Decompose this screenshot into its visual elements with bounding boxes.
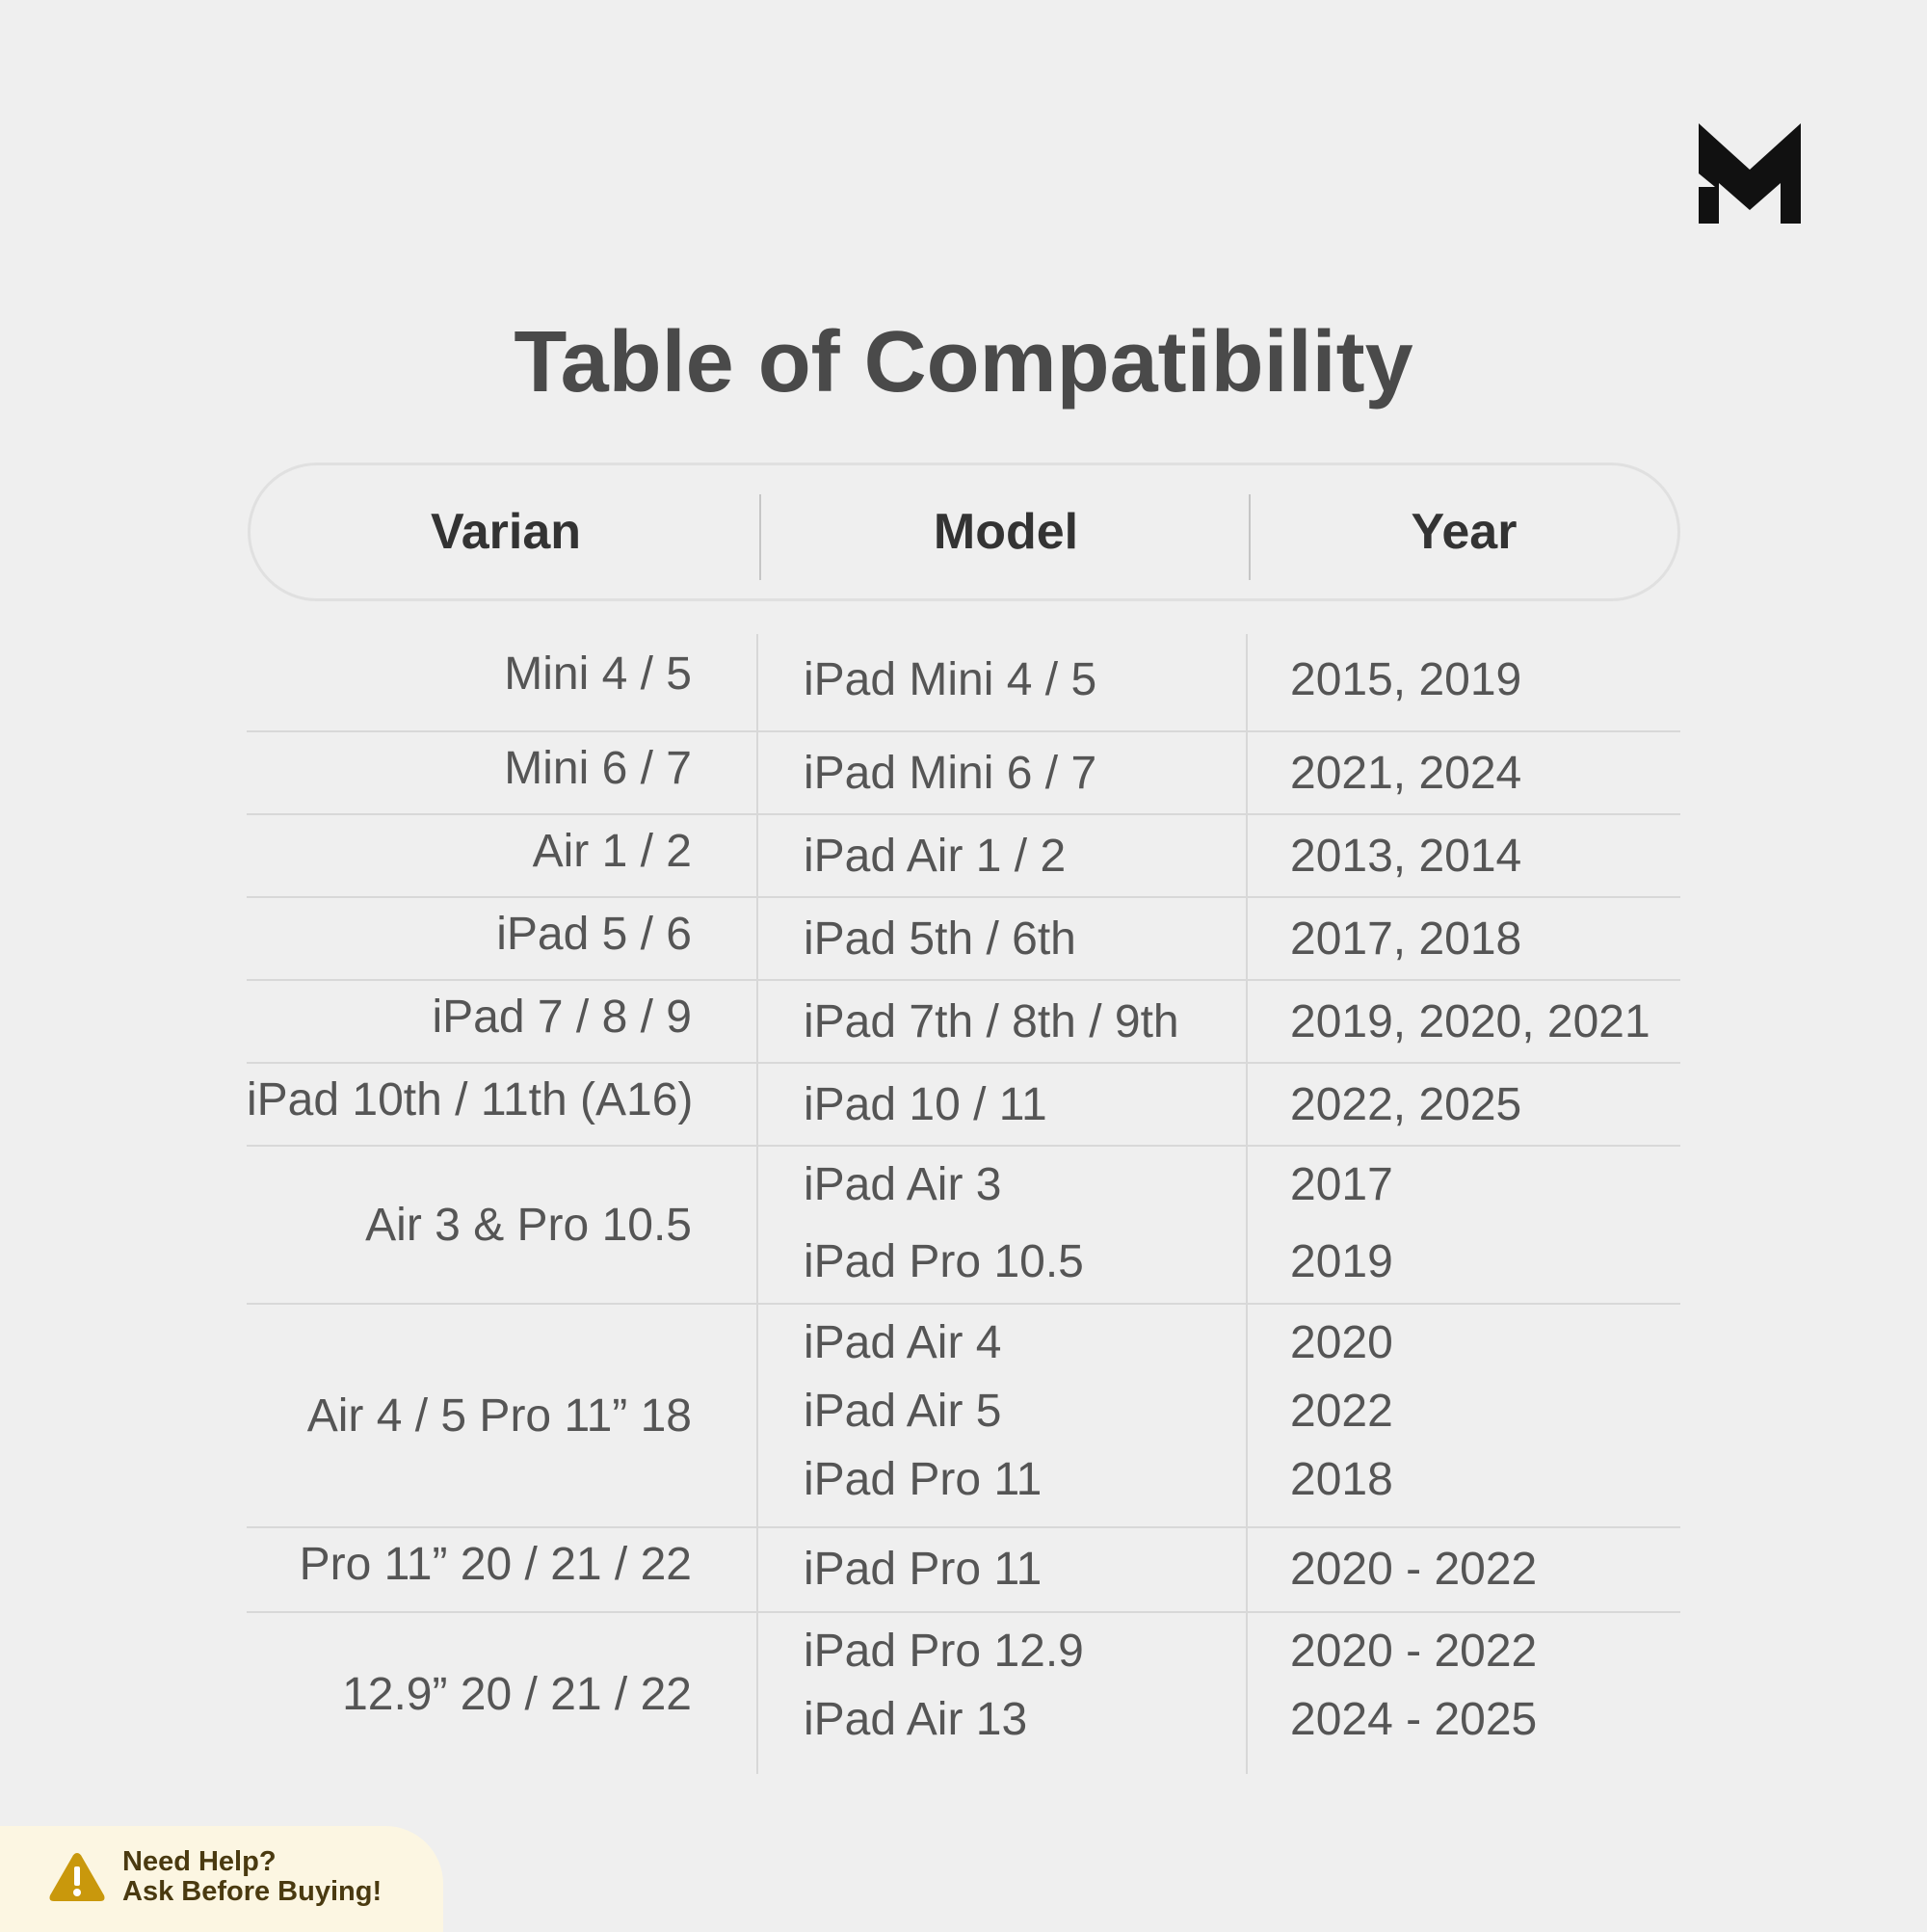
model-cell: iPad Pro 11: [804, 1544, 1043, 1595]
model-cell: iPad 5th / 6th: [804, 913, 1076, 965]
year-cell: 2022, 2025: [1290, 1079, 1522, 1130]
table-header: Varian Model Year: [248, 463, 1680, 601]
column-divider: [756, 634, 758, 1774]
model-cell: iPad Air 4: [804, 1317, 1002, 1368]
table-row: iPad 7 / 8 / 9 iPad 7th / 8th / 9th 2019, …: [247, 979, 1680, 1064]
varian-cell: iPad 5 / 6: [496, 909, 692, 960]
model-cell: iPad Pro 11: [804, 1454, 1043, 1505]
help-line-2: Ask Before Buying!: [122, 1876, 383, 1907]
model-cell: iPad Air 13: [804, 1694, 1028, 1745]
brand-logo: [1699, 123, 1801, 224]
year-cell: 2017, 2018: [1290, 913, 1522, 965]
varian-cell: Pro 11” 20 / 21 / 22: [299, 1539, 692, 1590]
model-cell: iPad Air 1 / 2: [804, 831, 1067, 882]
model-cell: iPad Pro 12.9: [804, 1626, 1084, 1677]
help-line-1: Need Help?: [122, 1846, 277, 1877]
compatibility-table: Mini 4 / 5 iPad Mini 4 / 5 2015, 2019 Mini …: [247, 634, 1680, 1774]
header-divider: [759, 494, 761, 580]
varian-cell: Air 3 & Pro 10.5: [365, 1200, 692, 1251]
table-row: Mini 4 / 5 iPad Mini 4 / 5 2015, 2019: [247, 634, 1680, 730]
model-cell: iPad Air 3: [804, 1159, 1002, 1210]
table-row: Pro 11” 20 / 21 / 22 iPad Pro 11 2020 - 20…: [247, 1526, 1680, 1613]
year-cell: 2020 - 2022: [1290, 1626, 1538, 1677]
varian-cell: Air 4 / 5 Pro 11” 18: [306, 1390, 692, 1442]
table-row: Air 3 & Pro 10.5 iPad Air 3 iPad Pro 10.5 2…: [247, 1145, 1680, 1305]
year-cell: 2021, 2024: [1290, 748, 1522, 799]
header-divider: [1249, 494, 1251, 580]
varian-cell: Air 1 / 2: [532, 826, 692, 877]
table-row: Air 4 / 5 Pro 11” 18 iPad Air 4 iPad Air 5…: [247, 1303, 1680, 1528]
warning-icon: [49, 1853, 105, 1901]
help-text: Need Help? Ask Before Buying!: [122, 1847, 382, 1907]
model-cell: iPad 10 / 11: [804, 1079, 1047, 1130]
year-cell: 2019: [1290, 1236, 1393, 1287]
varian-cell: Mini 6 / 7: [504, 743, 692, 794]
year-cell: 2013, 2014: [1290, 831, 1522, 882]
year-cell: 2018: [1290, 1454, 1393, 1505]
varian-cell: Mini 4 / 5: [504, 648, 692, 700]
table-row: Mini 6 / 7 iPad Mini 6 / 7 2021, 2024: [247, 730, 1680, 815]
year-cell: 2024 - 2025: [1290, 1694, 1538, 1745]
year-cell: 2022: [1290, 1386, 1393, 1437]
year-cell: 2017: [1290, 1159, 1393, 1210]
year-cell: 2015, 2019: [1290, 654, 1522, 705]
year-cell: 2020: [1290, 1317, 1393, 1368]
page-title: Table of Compatibility: [514, 314, 1413, 410]
year-cell: 2020 - 2022: [1290, 1544, 1538, 1595]
table-row: iPad 5 / 6 iPad 5th / 6th 2017, 2018: [247, 896, 1680, 981]
column-header-model: Model: [933, 504, 1079, 560]
model-cell: iPad Pro 10.5: [804, 1236, 1084, 1287]
help-banner[interactable]: Need Help? Ask Before Buying!: [0, 1826, 443, 1932]
table-row: iPad 10th / 11th (A16) iPad 10 / 11 2022, …: [247, 1062, 1680, 1147]
table-row: Air 1 / 2 iPad Air 1 / 2 2013, 2014: [247, 813, 1680, 898]
table-row: 12.9” 20 / 21 / 22 iPad Pro 12.9 iPad Air …: [247, 1611, 1680, 1776]
model-cell: iPad 7th / 8th / 9th: [804, 996, 1179, 1047]
column-header-varian: Varian: [430, 504, 582, 560]
model-cell: iPad Mini 4 / 5: [804, 654, 1097, 705]
varian-cell: iPad 7 / 8 / 9: [432, 992, 692, 1043]
column-divider: [1246, 634, 1248, 1774]
model-cell: iPad Mini 6 / 7: [804, 748, 1097, 799]
model-cell: iPad Air 5: [804, 1386, 1002, 1437]
varian-cell: iPad 10th / 11th (A16): [247, 1074, 694, 1125]
varian-cell: 12.9” 20 / 21 / 22: [342, 1668, 692, 1720]
year-cell: 2019, 2020, 2021: [1290, 996, 1650, 1047]
column-header-year: Year: [1411, 504, 1518, 560]
